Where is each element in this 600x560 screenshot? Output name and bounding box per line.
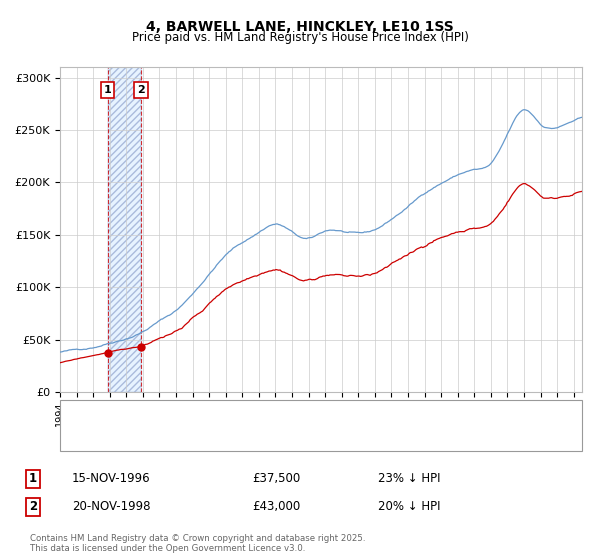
Text: £37,500: £37,500 — [252, 472, 300, 486]
Text: 4, BARWELL LANE, HINCKLEY, LE10 1SS (semi-detached house): 4, BARWELL LANE, HINCKLEY, LE10 1SS (sem… — [99, 409, 428, 419]
Text: 20-NOV-1998: 20-NOV-1998 — [72, 500, 151, 514]
Text: 4, BARWELL LANE, HINCKLEY, LE10 1SS: 4, BARWELL LANE, HINCKLEY, LE10 1SS — [146, 20, 454, 34]
Text: 15-NOV-1996: 15-NOV-1996 — [72, 472, 151, 486]
Text: £43,000: £43,000 — [252, 500, 300, 514]
Bar — [107, 67, 141, 392]
Text: Price paid vs. HM Land Registry's House Price Index (HPI): Price paid vs. HM Land Registry's House … — [131, 31, 469, 44]
Text: 23% ↓ HPI: 23% ↓ HPI — [378, 472, 440, 486]
Text: 2: 2 — [29, 500, 37, 514]
Text: Contains HM Land Registry data © Crown copyright and database right 2025.
This d: Contains HM Land Registry data © Crown c… — [30, 534, 365, 553]
Text: 2: 2 — [137, 85, 145, 95]
Text: HPI: Average price, semi-detached house, Hinckley and Bosworth: HPI: Average price, semi-detached house,… — [99, 433, 440, 444]
Text: 1: 1 — [104, 85, 112, 95]
Text: 20% ↓ HPI: 20% ↓ HPI — [378, 500, 440, 514]
Bar — [107, 67, 141, 392]
Text: 1: 1 — [29, 472, 37, 486]
